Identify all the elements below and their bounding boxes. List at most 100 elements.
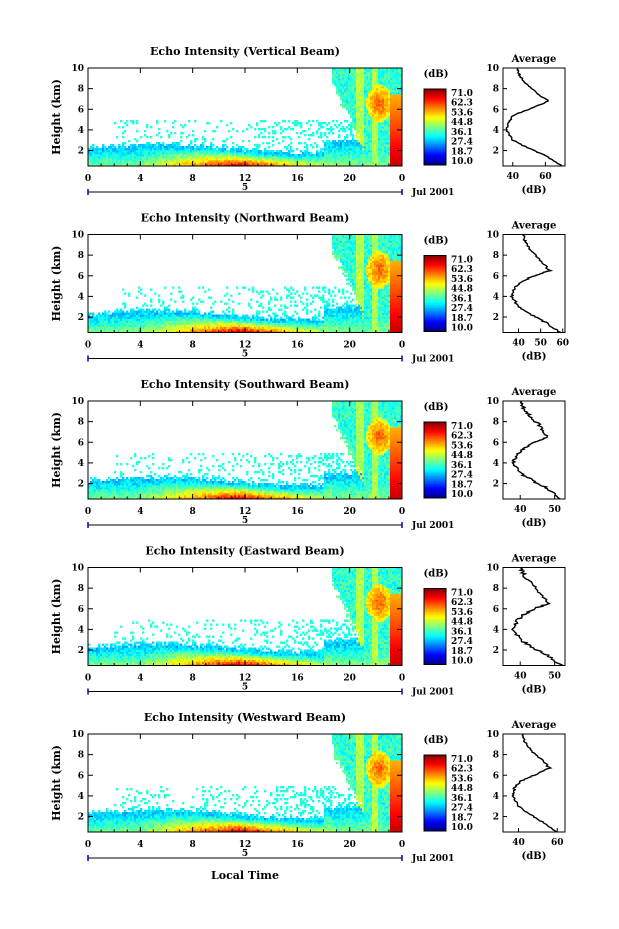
y-axis-label: Height (km) bbox=[50, 745, 63, 821]
avg-x-tick-label: 50 bbox=[548, 672, 561, 682]
avg-y-tick-label: 6 bbox=[493, 438, 499, 448]
colorbar-level: 27.4 bbox=[451, 471, 473, 481]
colorbar-level: 18.7 bbox=[451, 314, 473, 324]
average-title: Average bbox=[511, 720, 557, 731]
colorbar-level: 18.7 bbox=[451, 647, 473, 657]
avg-y-tick-label: 8 bbox=[493, 751, 499, 761]
x-tick-label: 20 bbox=[343, 507, 356, 517]
y-tick-label: 8 bbox=[78, 418, 84, 428]
panel-4: Echo Intensity (Eastward Beam) Height (km… bbox=[50, 545, 566, 698]
colorbar-frame bbox=[423, 255, 447, 332]
colorbar-level: 36.1 bbox=[451, 128, 473, 138]
avg-x-tick-label: 40 bbox=[514, 505, 527, 515]
colorbar-level: 18.7 bbox=[451, 147, 473, 157]
date-label: Jul 2001 bbox=[411, 854, 454, 864]
colorbar-level: 27.4 bbox=[451, 138, 473, 148]
colorbar-level: 53.6 bbox=[451, 108, 473, 118]
x-tick-label: 0 bbox=[85, 507, 91, 517]
avg-y-tick-label: 6 bbox=[493, 605, 499, 615]
colorbar-level: 71.0 bbox=[451, 589, 473, 599]
colorbar-unit: (dB) bbox=[424, 735, 449, 746]
x-tick-label: 4 bbox=[137, 674, 143, 684]
average-xlabel: (dB) bbox=[522, 851, 547, 862]
x-tick-label: 0 bbox=[85, 341, 91, 351]
avg-x-tick-label: 40 bbox=[512, 838, 525, 848]
colorbar-level: 27.4 bbox=[451, 304, 473, 314]
y-tick-label: 10 bbox=[71, 231, 84, 241]
colorbar-level: 27.4 bbox=[451, 804, 473, 814]
y-tick-label: 2 bbox=[78, 313, 84, 323]
y-tick-label: 6 bbox=[78, 272, 84, 282]
x-tick-label: 12 bbox=[239, 674, 252, 684]
colorbar-level: 27.4 bbox=[451, 637, 473, 647]
avg-y-tick-label: 8 bbox=[493, 418, 499, 428]
x-tick-label: 16 bbox=[291, 840, 304, 850]
avg-y-tick-label: 2 bbox=[493, 813, 499, 823]
colorbar-level: 44.8 bbox=[451, 118, 473, 128]
date-marker: 5 bbox=[242, 350, 248, 360]
average-title: Average bbox=[511, 554, 557, 565]
average-frame bbox=[502, 67, 566, 167]
y-tick-label: 4 bbox=[78, 625, 84, 635]
x-tick-label: 0 bbox=[85, 174, 91, 184]
x-tick-label: 0 bbox=[399, 341, 405, 351]
colorbar bbox=[424, 89, 446, 166]
x-tick-label: 16 bbox=[291, 174, 304, 184]
colorbar-level: 10.0 bbox=[451, 157, 473, 167]
colorbar-level: 18.7 bbox=[451, 813, 473, 823]
average-title: Average bbox=[511, 221, 557, 232]
x-axis-title: Local Time bbox=[211, 869, 279, 882]
x-tick-label: 4 bbox=[137, 507, 143, 517]
x-tick-label: 0 bbox=[399, 674, 405, 684]
colorbar-level: 53.6 bbox=[451, 608, 473, 618]
colorbar bbox=[424, 255, 446, 332]
avg-y-tick-label: 10 bbox=[486, 564, 499, 574]
colorbar-level: 53.6 bbox=[451, 774, 473, 784]
average-title: Average bbox=[511, 387, 557, 398]
average-xlabel: (dB) bbox=[522, 352, 547, 363]
avg-y-tick-label: 2 bbox=[493, 313, 499, 323]
colorbar-frame bbox=[423, 754, 447, 832]
average-profile-line bbox=[511, 400, 561, 500]
date-label: Jul 2001 bbox=[411, 188, 454, 198]
average-profile-line bbox=[509, 234, 562, 334]
colorbar-level: 36.1 bbox=[451, 461, 473, 471]
colorbar-level: 10.0 bbox=[451, 823, 473, 833]
average-frame bbox=[502, 400, 566, 500]
panel-title: Echo Intensity (Vertical Beam) bbox=[150, 45, 340, 58]
colorbar-frame bbox=[423, 588, 447, 665]
average-xlabel: (dB) bbox=[522, 185, 547, 196]
y-tick-label: 2 bbox=[78, 813, 84, 823]
colorbar-level: 10.0 bbox=[451, 657, 473, 667]
x-tick-label: 12 bbox=[239, 507, 252, 517]
x-tick-label: 12 bbox=[239, 174, 252, 184]
avg-y-tick-label: 4 bbox=[493, 292, 499, 302]
x-tick-label: 20 bbox=[343, 341, 356, 351]
x-tick-label: 20 bbox=[343, 674, 356, 684]
avg-y-tick-label: 4 bbox=[493, 792, 499, 802]
avg-x-tick-label: 60 bbox=[539, 172, 552, 182]
echo-heatmap bbox=[88, 401, 403, 500]
avg-x-tick-label: 40 bbox=[507, 172, 520, 182]
average-xlabel: (dB) bbox=[522, 685, 547, 696]
colorbar bbox=[424, 422, 446, 499]
y-tick-label: 4 bbox=[78, 126, 84, 136]
x-tick-label: 0 bbox=[85, 674, 91, 684]
y-tick-label: 10 bbox=[71, 564, 84, 574]
y-tick-label: 8 bbox=[78, 751, 84, 761]
average-profile-line bbox=[511, 566, 564, 667]
average-xlabel: (dB) bbox=[522, 518, 547, 529]
colorbar-level: 44.8 bbox=[451, 784, 473, 794]
avg-x-tick-label: 50 bbox=[548, 505, 561, 515]
avg-y-tick-label: 10 bbox=[486, 64, 499, 74]
colorbar-level: 10.0 bbox=[451, 490, 473, 500]
y-tick-label: 4 bbox=[78, 792, 84, 802]
date-marker: 5 bbox=[242, 849, 248, 859]
x-tick-label: 4 bbox=[137, 174, 143, 184]
colorbar-level: 36.1 bbox=[451, 294, 473, 304]
y-tick-label: 2 bbox=[78, 147, 84, 157]
avg-x-tick-label: 40 bbox=[514, 672, 527, 682]
colorbar bbox=[424, 588, 446, 665]
colorbar bbox=[424, 755, 446, 832]
y-axis-label: Height (km) bbox=[50, 412, 63, 488]
